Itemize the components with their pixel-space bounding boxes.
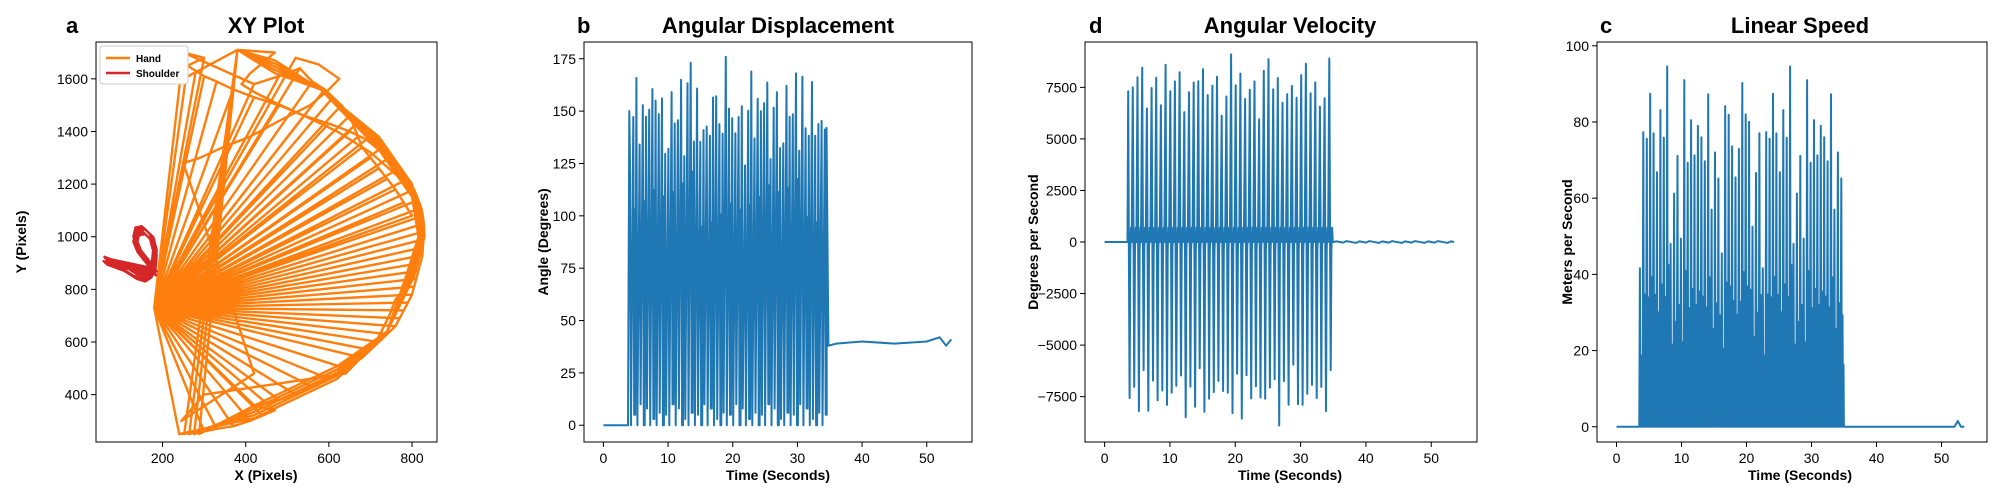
panel-angular-velocity: d Angular Velocity Time (Seconds) Degree… [1025, 13, 1478, 483]
panel-letter-c: c [1600, 13, 1612, 38]
y-tick-label: 1600 [57, 71, 88, 87]
series-line-hand-arc [178, 48, 426, 436]
y-tick-label: 75 [560, 260, 576, 276]
x-tick-label: 40 [854, 450, 870, 466]
x-tick-label: 0 [1613, 450, 1621, 466]
x-tick-label: 0 [1101, 450, 1109, 466]
y-tick-label: 100 [1566, 38, 1590, 54]
xlabel-angular-displacement: Time (Seconds) [726, 467, 830, 483]
series-line-angle [603, 55, 953, 427]
axes-frame [583, 41, 973, 443]
y-tick-label: 0 [1581, 419, 1589, 435]
x-tick-label: 10 [660, 450, 676, 466]
x-tick-label: 200 [151, 450, 175, 466]
ylabel-angular-velocity: Degrees per Second [1025, 174, 1041, 309]
axes-frame [1084, 41, 1478, 443]
y-tick-label: 100 [553, 208, 577, 224]
x-tick-label: 0 [600, 450, 608, 466]
y-tick-label: 1200 [57, 176, 88, 192]
x-tick-label: 800 [400, 450, 424, 466]
x-tick-label: 600 [317, 450, 341, 466]
x-tick-label: 10 [1674, 450, 1690, 466]
x-tick-label: 40 [1358, 450, 1374, 466]
series-line-speed [1616, 65, 1965, 428]
y-tick-label: 0 [568, 417, 576, 433]
x-tick-label: 20 [1739, 450, 1755, 466]
y-tick-label: 40 [1573, 266, 1589, 282]
x-tick-label: 30 [790, 450, 806, 466]
series-line-hand [153, 48, 426, 423]
x-tick-label: 10 [1162, 450, 1178, 466]
y-tick-label: 600 [65, 334, 89, 350]
y-tick-label: 7500 [1046, 79, 1077, 95]
panel-xy: a XY Plot X (Pixels) Y (Pixels) 200 400 60… [13, 13, 438, 483]
xlabel-xy: X (Pixels) [234, 467, 297, 483]
x-tick-label: 20 [725, 450, 741, 466]
xlabel-linear-speed: Time (Seconds) [1748, 467, 1852, 483]
legend-label-hand: Hand [136, 54, 161, 65]
x-tick-label: 30 [1804, 450, 1820, 466]
x-tick-label: 40 [1869, 450, 1885, 466]
y-tick-label: 800 [65, 281, 89, 297]
y-tick-label: 175 [553, 51, 577, 67]
y-tick-label: 80 [1573, 114, 1589, 130]
plot-area-angular-displacement: 0 10 20 30 40 50 0 25 50 75 100 125 150 175 [553, 41, 973, 466]
y-tick-label: −7500 [1038, 389, 1078, 405]
legend: Hand Shoulder [99, 45, 189, 85]
ylabel-angular-displacement: Angle (Degrees) [535, 188, 551, 295]
x-tick-label: 30 [1293, 450, 1309, 466]
y-tick-label: 60 [1573, 190, 1589, 206]
y-tick-label: 50 [560, 313, 576, 329]
y-tick-label: −5000 [1038, 337, 1078, 353]
y-tick-label: 0 [1069, 234, 1077, 250]
xy-series-group [102, 48, 426, 436]
y-tick-label: 1400 [57, 123, 88, 139]
panel-linear-speed: c Linear Speed Time (Seconds) Meters per… [1559, 13, 1988, 483]
x-tick-label: 400 [234, 450, 258, 466]
y-tick-label: 400 [65, 387, 89, 403]
y-tick-label: 125 [553, 155, 577, 171]
plot-area-linear-speed: 0 10 20 30 40 50 0 20 40 60 80 100 [1566, 38, 1988, 466]
series-line-velocity [1104, 53, 1455, 427]
panel-title-angular-velocity: Angular Velocity [1204, 13, 1377, 38]
y-tick-label: 2500 [1046, 182, 1077, 198]
axes-frame [95, 41, 438, 443]
y-tick-label: 20 [1573, 343, 1589, 359]
x-tick-label: 20 [1227, 450, 1243, 466]
plot-area-angular-velocity: 0 10 20 30 40 50 −7500 −5000 −2500 0 2500 5000 7500 [1038, 41, 1478, 466]
y-tick-label: 1000 [57, 229, 88, 245]
panel-letter-b: b [577, 13, 590, 38]
y-tick-label: 5000 [1046, 131, 1077, 147]
panel-letter-d: d [1089, 13, 1102, 38]
panel-angular-displacement: b Angular Displacement Time (Seconds) An… [535, 13, 973, 483]
plot-area-xy: 200 400 600 800 400 600 800 1000 1200 1400 1600 Han… [57, 41, 438, 466]
panel-letter-a: a [66, 13, 79, 38]
axes-frame [1596, 41, 1988, 443]
panel-title-angular-displacement: Angular Displacement [662, 13, 895, 38]
panel-title-linear-speed: Linear Speed [1731, 13, 1869, 38]
panel-title-xy: XY Plot [228, 13, 305, 38]
legend-label-shoulder: Shoulder [136, 69, 179, 80]
ylabel-xy: Y (Pixels) [13, 211, 29, 274]
x-tick-label: 50 [919, 450, 935, 466]
x-tick-label: 50 [1423, 450, 1439, 466]
xlabel-angular-velocity: Time (Seconds) [1238, 467, 1342, 483]
x-tick-label: 50 [1934, 450, 1950, 466]
series-line-shoulder [102, 225, 158, 283]
ylabel-linear-speed: Meters per Second [1559, 179, 1575, 304]
legend-box [99, 45, 189, 85]
y-tick-label: 25 [560, 365, 576, 381]
y-tick-label: −2500 [1038, 286, 1078, 302]
y-tick-label: 150 [553, 103, 577, 119]
